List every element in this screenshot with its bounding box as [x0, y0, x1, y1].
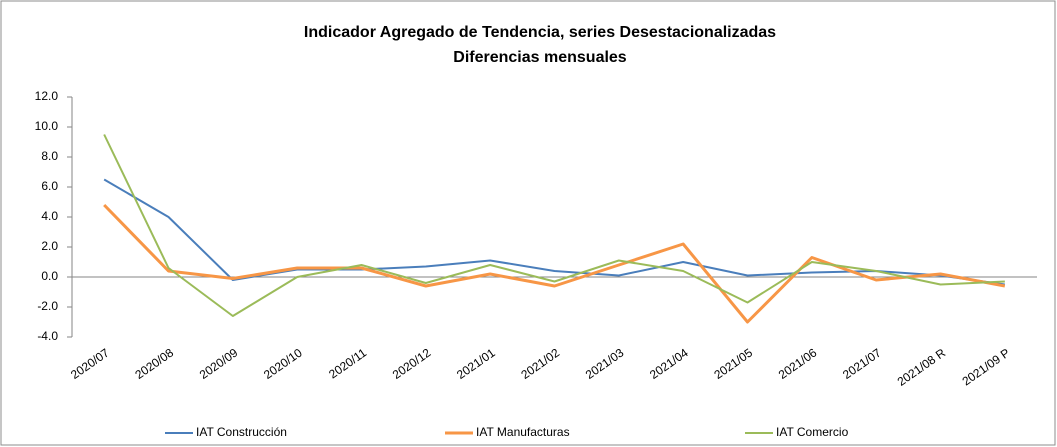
y-tick-label: 6.0 — [41, 179, 58, 193]
y-tick-label: -2.0 — [37, 299, 58, 313]
y-tick-label: 12.0 — [35, 89, 59, 103]
y-tick-label: 2.0 — [41, 239, 58, 253]
series-line — [103, 134, 1005, 317]
y-tick-label: -4.0 — [37, 329, 58, 343]
y-tick-label: 8.0 — [41, 149, 58, 163]
y-tick-label: 0.0 — [41, 269, 58, 283]
chart-title: Indicador Agregado de Tendencia, series … — [304, 24, 776, 41]
y-tick-label: 10.0 — [35, 119, 59, 133]
legend-label: IAT Construcción — [196, 425, 287, 439]
legend-label: IAT Manufacturas — [476, 425, 570, 439]
legend-label: IAT Comercio — [776, 425, 849, 439]
y-tick-label: 4.0 — [41, 209, 58, 223]
chart-subtitle: Diferencias mensuales — [453, 49, 627, 66]
series-line — [103, 203, 1006, 324]
